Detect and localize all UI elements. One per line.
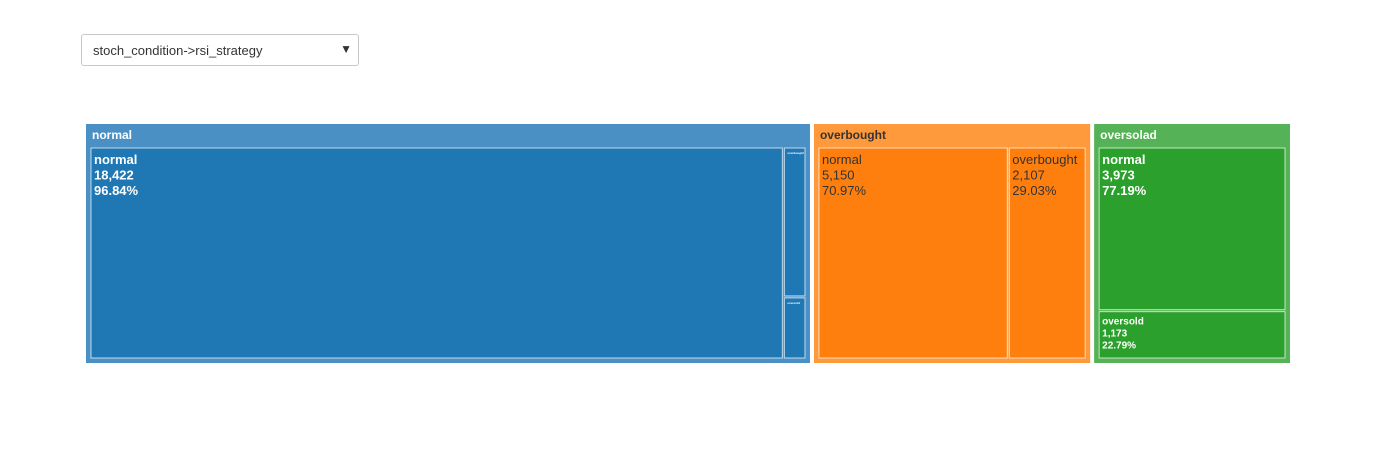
- treemap-group-label: oversolad: [1100, 128, 1157, 142]
- treemap-leaf[interactable]: [783, 297, 806, 359]
- treemap-leaf-value: 3,973: [1102, 168, 1135, 183]
- dropdown-selected-value: stoch_condition->rsi_strategy: [93, 43, 263, 58]
- treemap-leaf-percent: 22.79%: [1102, 341, 1136, 352]
- treemap-group-label: overbought: [820, 128, 886, 142]
- caret-down-icon[interactable]: ▼: [340, 42, 352, 56]
- treemap-leaf[interactable]: [783, 147, 806, 297]
- treemap-group-label: normal: [92, 128, 132, 142]
- treemap-leaf[interactable]: [1098, 311, 1286, 359]
- treemap-leaf-percent: 77.19%: [1102, 183, 1147, 198]
- strategy-dropdown[interactable]: stoch_condition->rsi_strategy ▼: [81, 34, 359, 66]
- treemap-leaf-label: oversold: [787, 301, 800, 305]
- treemap-leaf[interactable]: [818, 147, 1008, 359]
- treemap-leaf-value: 5,150: [822, 168, 855, 183]
- treemap-leaf[interactable]: [90, 147, 783, 359]
- treemap-leaf-percent: 96.84%: [94, 183, 139, 198]
- treemap-leaf-value: 18,422: [94, 168, 134, 183]
- treemap-leaf-percent: 70.97%: [822, 183, 867, 198]
- treemap-leaf-label: overbought: [787, 151, 804, 155]
- treemap-leaf[interactable]: [1098, 147, 1286, 311]
- treemap-leaf-label: normal: [94, 152, 137, 167]
- treemap-leaf-label: normal: [1102, 152, 1145, 167]
- treemap-leaf-percent: 29.03%: [1012, 183, 1057, 198]
- treemap-leaf-label: overbought: [1012, 152, 1077, 167]
- treemap-leaf-label: normal: [822, 152, 862, 167]
- treemap-leaf-value: 1,173: [1102, 329, 1127, 340]
- treemap-leaf[interactable]: [1008, 147, 1086, 359]
- treemap-leaf-value: 2,107: [1012, 168, 1045, 183]
- treemap-leaf-label: oversold: [1102, 317, 1144, 328]
